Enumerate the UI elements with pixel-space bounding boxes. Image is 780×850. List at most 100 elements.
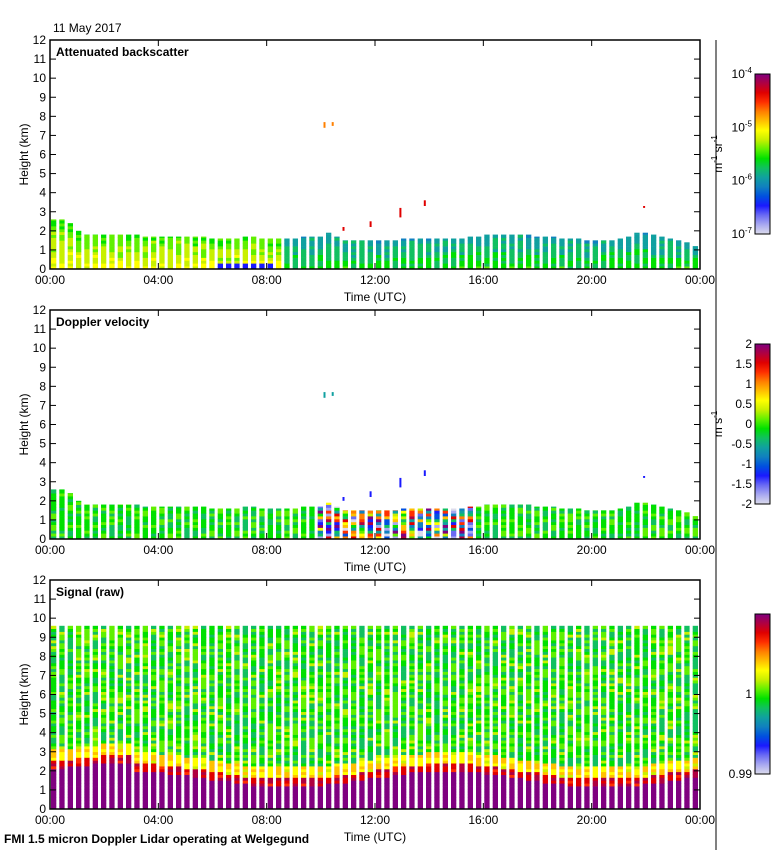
data-column (151, 236, 157, 270)
data-column (676, 625, 682, 810)
data-column (609, 510, 615, 540)
data-column (76, 230, 82, 270)
data-column (242, 625, 248, 810)
x-axis-label: Time (UTC) (344, 560, 406, 574)
y-tick-label: 12 (33, 33, 47, 47)
y-tick-label: 10 (33, 71, 47, 85)
data-column (251, 625, 257, 810)
data-column (217, 238, 223, 270)
data-column (467, 625, 473, 810)
data-column (434, 238, 440, 270)
data-column (567, 238, 573, 270)
x-tick-label: 04:00 (143, 813, 173, 827)
data-column (259, 625, 265, 810)
data-column (334, 236, 340, 270)
x-tick-label: 16:00 (468, 543, 498, 557)
data-column (484, 234, 490, 270)
data-column (484, 504, 490, 540)
cloud-feature (399, 477, 402, 488)
data-column (426, 238, 432, 270)
data-column (367, 510, 373, 540)
y-tick-label: 11 (34, 322, 47, 336)
data-column (176, 236, 182, 270)
data-column (201, 625, 207, 810)
data-column (167, 506, 173, 540)
cloud-feature (323, 122, 326, 128)
data-column (509, 625, 515, 810)
y-tick-label: 2 (39, 224, 46, 238)
data-column (359, 625, 365, 810)
panel-title: Doppler velocity (56, 315, 150, 329)
data-column (359, 240, 365, 270)
colorbar-tick-label: 10-5 (732, 119, 753, 134)
data-column (284, 238, 290, 270)
data-column (517, 234, 523, 270)
data-column (309, 506, 315, 540)
data-column (167, 236, 173, 270)
data-column (476, 506, 482, 540)
data-column (567, 508, 573, 540)
data-column (617, 238, 623, 270)
colorbar-tick-label: 1 (745, 687, 752, 701)
data-column (276, 508, 282, 540)
data-column (659, 506, 665, 540)
data-column (301, 625, 307, 810)
data-column (92, 504, 98, 540)
x-tick-label: 00:00 (35, 813, 65, 827)
data-column (59, 625, 65, 810)
x-tick-label: 20:00 (577, 543, 607, 557)
y-tick-label: 4 (39, 186, 46, 200)
colorbar-tick-label: 10-6 (732, 173, 753, 188)
y-tick-label: 11 (34, 592, 47, 606)
y-axis-label: Height (km) (17, 663, 31, 725)
data-column (376, 625, 382, 810)
data-column (384, 625, 390, 810)
cloud-feature (399, 207, 402, 218)
data-column (392, 510, 398, 540)
y-tick-label: 9 (39, 90, 46, 104)
data-column (642, 502, 648, 540)
data-column (351, 240, 357, 270)
data-column (167, 625, 173, 810)
colorbar-tick-label: -0.5 (731, 437, 752, 451)
data-column (642, 232, 648, 270)
y-tick-label: 1 (39, 243, 46, 257)
cloud-feature (331, 392, 334, 396)
data-column (459, 508, 465, 540)
colorbar-tick-label: 0.5 (735, 397, 752, 411)
data-column (534, 236, 540, 270)
data-column (184, 236, 190, 270)
heatmap-data (51, 625, 698, 810)
x-tick-label: 00:00 (685, 813, 715, 827)
data-column (142, 625, 148, 810)
data-column (417, 238, 423, 270)
data-column (159, 236, 165, 270)
data-column (576, 238, 582, 270)
y-tick-label: 9 (39, 630, 46, 644)
data-column (126, 504, 132, 540)
data-column (601, 510, 607, 540)
data-column (342, 510, 348, 540)
data-column (501, 504, 507, 540)
data-column (626, 236, 632, 270)
data-column (376, 240, 382, 270)
data-column (76, 500, 82, 540)
data-column (367, 625, 373, 810)
data-column (217, 625, 223, 810)
data-column (634, 625, 640, 810)
y-tick-label: 3 (39, 745, 46, 759)
data-column (292, 238, 298, 270)
heatmap-data (51, 219, 698, 270)
plot-frame (49, 309, 701, 540)
colorbar (754, 343, 771, 505)
x-tick-label: 00:00 (35, 273, 65, 287)
data-column (151, 506, 157, 540)
data-column (151, 625, 157, 810)
data-column (576, 625, 582, 810)
data-column (284, 625, 290, 810)
data-column (659, 236, 665, 270)
data-column (109, 504, 115, 540)
data-column (317, 506, 323, 540)
data-column (326, 232, 332, 270)
